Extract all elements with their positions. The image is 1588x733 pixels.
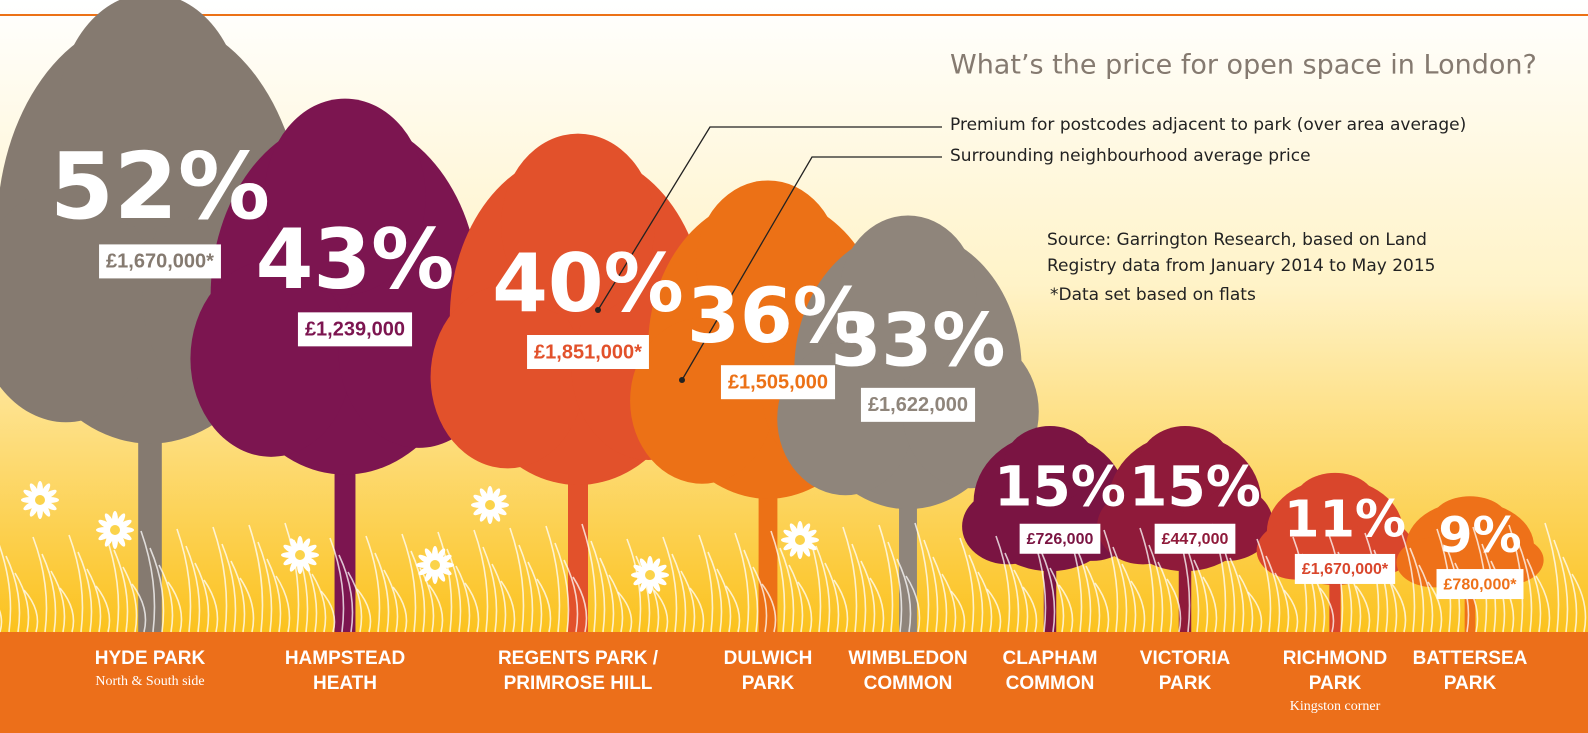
premium-label: 40% (492, 237, 683, 330)
premium-label: 52% (50, 133, 270, 240)
category-label: DULWICH PARK (713, 646, 823, 696)
premium-label: 15% (994, 454, 1126, 518)
category-name: WIMBLEDON COMMON (848, 648, 967, 694)
price-label: £1,670,000* (106, 251, 214, 273)
page: What’s the price for open space in Londo… (0, 0, 1588, 733)
flower-center (110, 525, 120, 535)
category-label: HAMPSTEAD HEATH (275, 646, 415, 696)
category-name: HYDE PARK (95, 648, 206, 669)
category-name: VICTORIA PARK (1140, 648, 1230, 694)
premium-label: 33% (831, 298, 1006, 383)
flower-center (430, 560, 440, 570)
category-note: North & South side (75, 671, 225, 693)
flower-center (35, 495, 45, 505)
category-label: HYDE PARKNorth & South side (75, 646, 225, 693)
price-label: £1,505,000 (728, 371, 828, 393)
premium-label: 9% (1438, 507, 1521, 564)
category-label: BATTERSEA PARK (1410, 646, 1530, 696)
category-name: HAMPSTEAD HEATH (285, 648, 405, 694)
flower-center (295, 550, 305, 560)
premium-label: 11% (1284, 490, 1406, 549)
chart: What’s the price for open space in Londo… (0, 0, 1588, 733)
flower-center (795, 535, 805, 545)
price-label: £1,670,000* (1302, 561, 1389, 578)
chart-title: What’s the price for open space in Londo… (950, 50, 1537, 81)
source: Registry data from January 2014 to May 2… (1047, 256, 1435, 276)
price-label: £726,000 (1027, 531, 1094, 548)
note: *Data set based on flats (1050, 285, 1256, 305)
price-label: £1,851,000* (534, 341, 642, 363)
category-name: CLAPHAM COMMON (1003, 648, 1098, 694)
category-label: WIMBLEDON COMMON (838, 646, 978, 696)
category-name: DULWICH PARK (724, 648, 813, 694)
flower-center (645, 570, 655, 580)
category-label: REGENTS PARK / PRIMROSE HILL (483, 646, 673, 696)
legend-entry: Surrounding neighbourhood average price (950, 146, 1311, 166)
price-label: £1,622,000 (868, 394, 968, 416)
category-label: CLAPHAM COMMON (995, 646, 1105, 696)
premium-label: 15% (1129, 454, 1261, 518)
category-label: VICTORIA PARK (1130, 646, 1240, 696)
leader-dot (679, 377, 685, 383)
legend-entry: Premium for postcodes adjacent to park (… (950, 115, 1466, 135)
category-name: RICHMOND PARK (1283, 648, 1388, 694)
category-name: BATTERSEA PARK (1413, 648, 1528, 694)
category-name: REGENTS PARK / PRIMROSE HILL (498, 648, 658, 694)
price-label: £1,239,000 (305, 319, 405, 341)
category-note: Kingston corner (1275, 696, 1395, 718)
category-label: RICHMOND PARKKingston corner (1275, 646, 1395, 718)
source: Source: Garrington Research, based on La… (1047, 230, 1427, 250)
premium-label: 43% (256, 211, 455, 308)
price-label: £780,000* (1444, 576, 1518, 593)
price-label: £447,000 (1162, 531, 1229, 548)
flower-center (485, 500, 495, 510)
